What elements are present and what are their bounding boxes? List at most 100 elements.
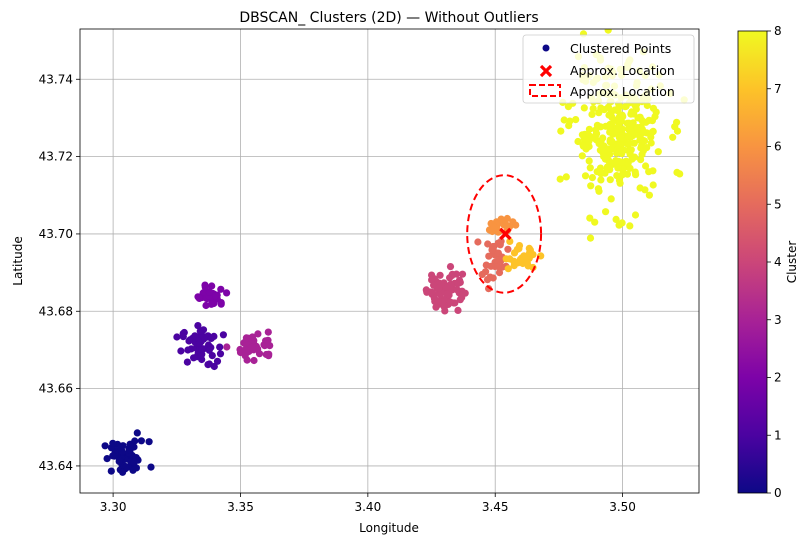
cluster-point bbox=[627, 110, 635, 118]
cluster-point bbox=[630, 153, 639, 161]
legend-label-area: Approx. Location bbox=[570, 84, 675, 99]
cluster-point bbox=[115, 457, 123, 465]
cluster-point bbox=[485, 252, 493, 260]
cluster-point bbox=[618, 125, 626, 133]
x-axis-label: Longitude bbox=[359, 521, 419, 535]
cluster-point bbox=[630, 139, 638, 147]
cluster-point bbox=[515, 245, 523, 253]
cluster-point bbox=[486, 273, 494, 281]
y-tick-label: 43.70 bbox=[39, 227, 73, 241]
cluster-point bbox=[520, 252, 528, 260]
cluster-point bbox=[625, 119, 633, 127]
cluster-point bbox=[145, 438, 153, 446]
cluster-point bbox=[454, 279, 462, 287]
cluster-point bbox=[423, 288, 431, 296]
cluster-point bbox=[495, 269, 504, 277]
cluster-point bbox=[184, 346, 192, 354]
cluster-point bbox=[604, 29, 612, 34]
plot-frame bbox=[79, 28, 700, 494]
cluster-point bbox=[217, 299, 225, 307]
cluster-point bbox=[673, 127, 682, 135]
cluster-point bbox=[202, 301, 210, 310]
cluster-point bbox=[453, 286, 461, 294]
cluster-point bbox=[487, 262, 495, 270]
colorbar-tick-label: 5 bbox=[774, 197, 782, 211]
cluster-point bbox=[586, 234, 595, 242]
cluster-point bbox=[624, 159, 632, 167]
cluster-point bbox=[585, 125, 594, 133]
cluster-point bbox=[593, 121, 602, 129]
approx-location-ellipse bbox=[466, 174, 543, 294]
cluster-point bbox=[179, 333, 187, 341]
cluster-point bbox=[109, 439, 117, 447]
cluster-point bbox=[618, 158, 626, 166]
cluster-point bbox=[560, 116, 568, 124]
y-tick-label: 43.74 bbox=[39, 72, 73, 86]
cluster-point bbox=[503, 221, 511, 229]
cluster-point bbox=[676, 170, 684, 178]
cluster-point bbox=[242, 334, 250, 342]
cluster-point bbox=[639, 128, 647, 137]
approx-location-marker bbox=[499, 227, 512, 241]
legend-label-clustered: Clustered Points bbox=[570, 41, 671, 56]
cluster-point bbox=[474, 238, 482, 246]
cluster-point bbox=[219, 331, 227, 339]
cluster-point bbox=[606, 176, 614, 184]
cluster-point bbox=[605, 111, 613, 119]
cluster-point bbox=[614, 164, 622, 172]
cluster-point bbox=[201, 283, 209, 291]
cluster-point bbox=[564, 103, 573, 111]
cluster-point bbox=[132, 464, 140, 472]
cluster-point bbox=[428, 288, 436, 296]
cluster-point bbox=[216, 350, 225, 358]
cluster-point bbox=[254, 330, 262, 338]
colorbar-ticks: 0 1 2 3 4 5 6 7 8 bbox=[767, 24, 782, 500]
cluster-point bbox=[211, 292, 219, 300]
x-tick-label: 3.35 bbox=[227, 500, 254, 514]
cluster-point bbox=[126, 446, 134, 454]
cluster-point bbox=[612, 128, 620, 137]
cluster-point bbox=[624, 132, 632, 140]
colorbar-label: Cluster bbox=[785, 241, 799, 284]
cluster-point bbox=[434, 297, 442, 305]
cluster-point bbox=[588, 174, 597, 182]
cluster-point bbox=[643, 101, 651, 110]
cluster-point bbox=[191, 332, 199, 340]
cluster-point bbox=[488, 246, 496, 254]
x-tick-label: 3.50 bbox=[609, 500, 636, 514]
cluster-point bbox=[204, 361, 212, 369]
cluster-point bbox=[615, 176, 624, 184]
cluster-point bbox=[595, 109, 603, 117]
cluster-point bbox=[510, 257, 518, 265]
cluster-point bbox=[243, 356, 251, 364]
cluster-point bbox=[607, 195, 615, 203]
cluster-point bbox=[589, 105, 597, 113]
cluster-point bbox=[147, 463, 155, 471]
chart-title: DBSCAN_ Clusters (2D) — Without Outliers bbox=[239, 10, 538, 26]
cluster-point bbox=[556, 175, 564, 183]
colorbar-tick-label: 0 bbox=[774, 486, 782, 500]
cluster-point bbox=[497, 237, 505, 245]
cluster-point bbox=[585, 157, 593, 165]
cluster-point bbox=[264, 328, 272, 336]
y-tick-label: 43.64 bbox=[39, 459, 73, 473]
cluster-point bbox=[131, 437, 139, 445]
cluster-point bbox=[208, 282, 216, 290]
cluster-point bbox=[608, 137, 616, 145]
cluster-point bbox=[579, 142, 588, 150]
cluster-point bbox=[495, 218, 503, 226]
legend-label-location: Approx. Location bbox=[570, 63, 675, 78]
cluster-point bbox=[648, 128, 656, 136]
cluster-point bbox=[523, 259, 531, 267]
cluster-point bbox=[205, 288, 214, 296]
cluster-point bbox=[266, 342, 274, 350]
cluster-point bbox=[572, 116, 580, 124]
cluster-point bbox=[448, 270, 456, 278]
cluster-point bbox=[241, 339, 249, 347]
cluster-point bbox=[631, 211, 640, 219]
cluster-point bbox=[643, 144, 651, 152]
x-tick-label: 3.40 bbox=[354, 500, 381, 514]
cluster-point bbox=[262, 337, 270, 345]
cluster-point bbox=[446, 263, 455, 271]
cluster-point bbox=[133, 429, 141, 437]
